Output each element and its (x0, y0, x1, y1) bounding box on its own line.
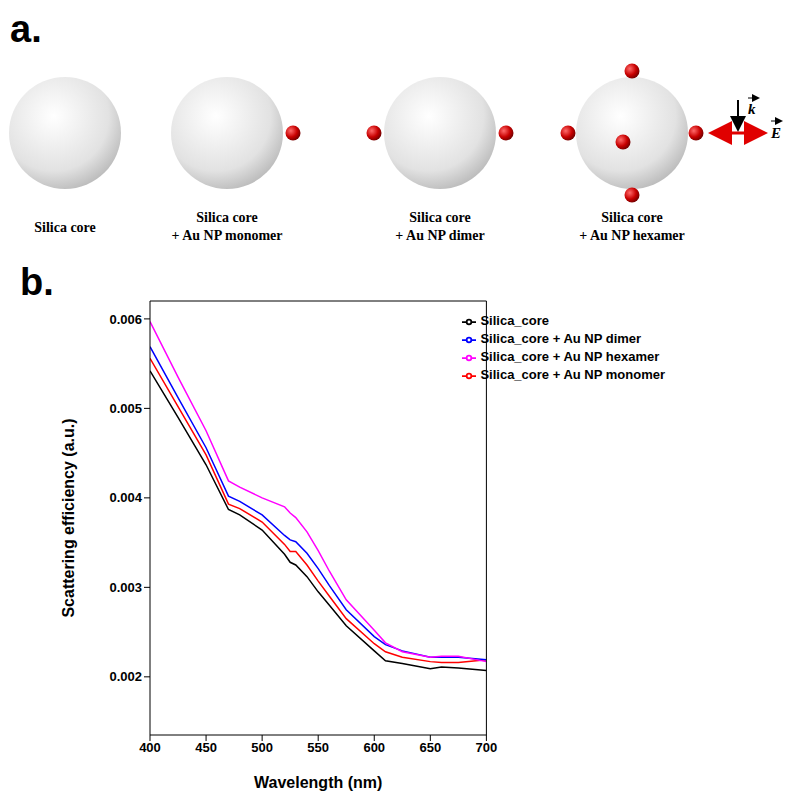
svg-text:0.003: 0.003 (109, 580, 142, 595)
svg-text:500: 500 (251, 740, 273, 755)
svg-text:a.: a. (10, 8, 42, 50)
svg-text:0.004: 0.004 (109, 490, 142, 505)
svg-text:Silica core+ Au NP hexamer: Silica core+ Au NP hexamer (579, 210, 685, 243)
svg-text:Scattering efficiency (a.u.): Scattering efficiency (a.u.) (60, 418, 77, 617)
html-text:Silica_core + Au NP monomer: Silica_core + Au NP monomer (480, 367, 665, 382)
svg-text:Silica core+ Au NP monomer: Silica core+ Au NP monomer (171, 210, 282, 243)
svg-text:600: 600 (363, 740, 385, 755)
svg-text:Silica core: Silica core (34, 220, 96, 235)
svg-text:0.006: 0.006 (109, 312, 142, 327)
svg-text:550: 550 (307, 740, 329, 755)
svg-text:400: 400 (139, 740, 161, 755)
svg-text:Wavelength (nm): Wavelength (nm) (254, 774, 382, 791)
svg-text:700: 700 (476, 740, 498, 755)
svg-text:450: 450 (195, 740, 217, 755)
html-text:b.: b. (20, 261, 54, 303)
html-text:Silica_core + Au NP hexamer: Silica_core + Au NP hexamer (480, 349, 660, 364)
svg-text:0.005: 0.005 (109, 401, 142, 416)
svg-text:E: E (770, 125, 781, 141)
svg-text:650: 650 (419, 740, 441, 755)
html-text:Silica_core + Au NP dimer: Silica_core + Au NP dimer (480, 331, 642, 346)
svg-text:k: k (748, 101, 756, 117)
html-text:Silica_core: Silica_core (480, 313, 549, 328)
svg-text:Silica core+ Au NP dimer: Silica core+ Au NP dimer (395, 210, 484, 243)
svg-text:0.002: 0.002 (109, 669, 142, 684)
